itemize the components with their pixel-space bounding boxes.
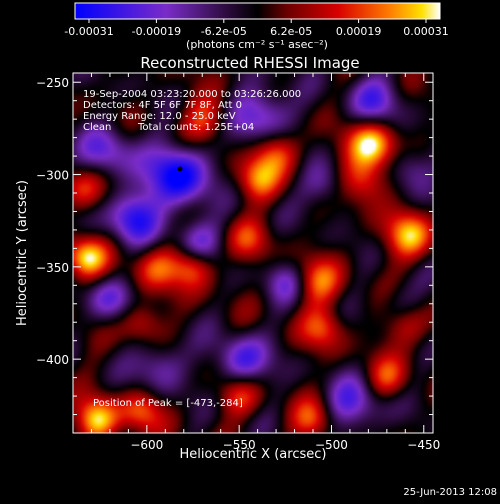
annotation-time-range: 19-Sep-2004 03:23:20.000 to 03:26:26.000 xyxy=(83,89,301,100)
x-tick-label: −550 xyxy=(223,438,256,452)
x-axis-label: Heliocentric X (arcsec) xyxy=(180,447,327,462)
axes: −600 −550 −500 −450 −250 −300 −350 −400 xyxy=(36,73,440,452)
colorbar-ticks: -0.00031 -0.00019 -6.2e-05 6.2e-05 0.00019 0.… xyxy=(64,19,449,38)
marker-dot xyxy=(177,166,183,172)
x-tick-label: −600 xyxy=(130,438,163,452)
colorbar-unit-label: (photons cm⁻² s⁻¹ asec⁻²) xyxy=(186,38,328,51)
footer-timestamp: 25-Jun-2013 12:08 xyxy=(403,487,497,498)
colorbar-tick-label: 0.00031 xyxy=(403,25,449,38)
x-tick-label: −450 xyxy=(407,438,440,452)
colorbar-tick-label: -6.2e-05 xyxy=(201,25,247,38)
annotation-energy: Energy Range: 12.0 - 25.0 keV xyxy=(83,111,236,122)
colorbar-tick-label: 0.00019 xyxy=(336,25,382,38)
y-tick-label: −300 xyxy=(36,169,69,183)
annotation-block: 19-Sep-2004 03:23:20.000 to 03:26:26.000… xyxy=(83,89,301,409)
annotation-detectors: Detectors: 4F 5F 6F 7F 8F, Att 0 xyxy=(83,100,242,111)
colorbar: -0.00031 -0.00019 -6.2e-05 6.2e-05 0.00019 0.… xyxy=(64,2,449,51)
colorbar-tick-label: 6.2e-05 xyxy=(270,25,312,38)
annotation-method: Clean xyxy=(83,122,111,133)
chart-title: Reconstructed RHESSI Image xyxy=(140,54,359,72)
colorbar-gradient xyxy=(74,2,441,20)
y-tick-label: −350 xyxy=(36,261,69,275)
y-tick-label: −250 xyxy=(36,76,69,90)
annotation-total-counts: Total counts: 1.25E+04 xyxy=(137,122,254,133)
annotation-peak: Position of Peak = [-473,-284] xyxy=(93,398,243,409)
colorbar-tick-label: -0.00031 xyxy=(64,25,113,38)
y-tick-label: −400 xyxy=(36,353,69,367)
colorbar-tick-label: -0.00019 xyxy=(132,25,181,38)
x-tick-label: −500 xyxy=(315,438,348,452)
heatmap-image xyxy=(73,73,433,433)
plot-frame xyxy=(72,72,434,434)
y-axis-label: Heliocentric Y (arcsec) xyxy=(15,180,30,326)
